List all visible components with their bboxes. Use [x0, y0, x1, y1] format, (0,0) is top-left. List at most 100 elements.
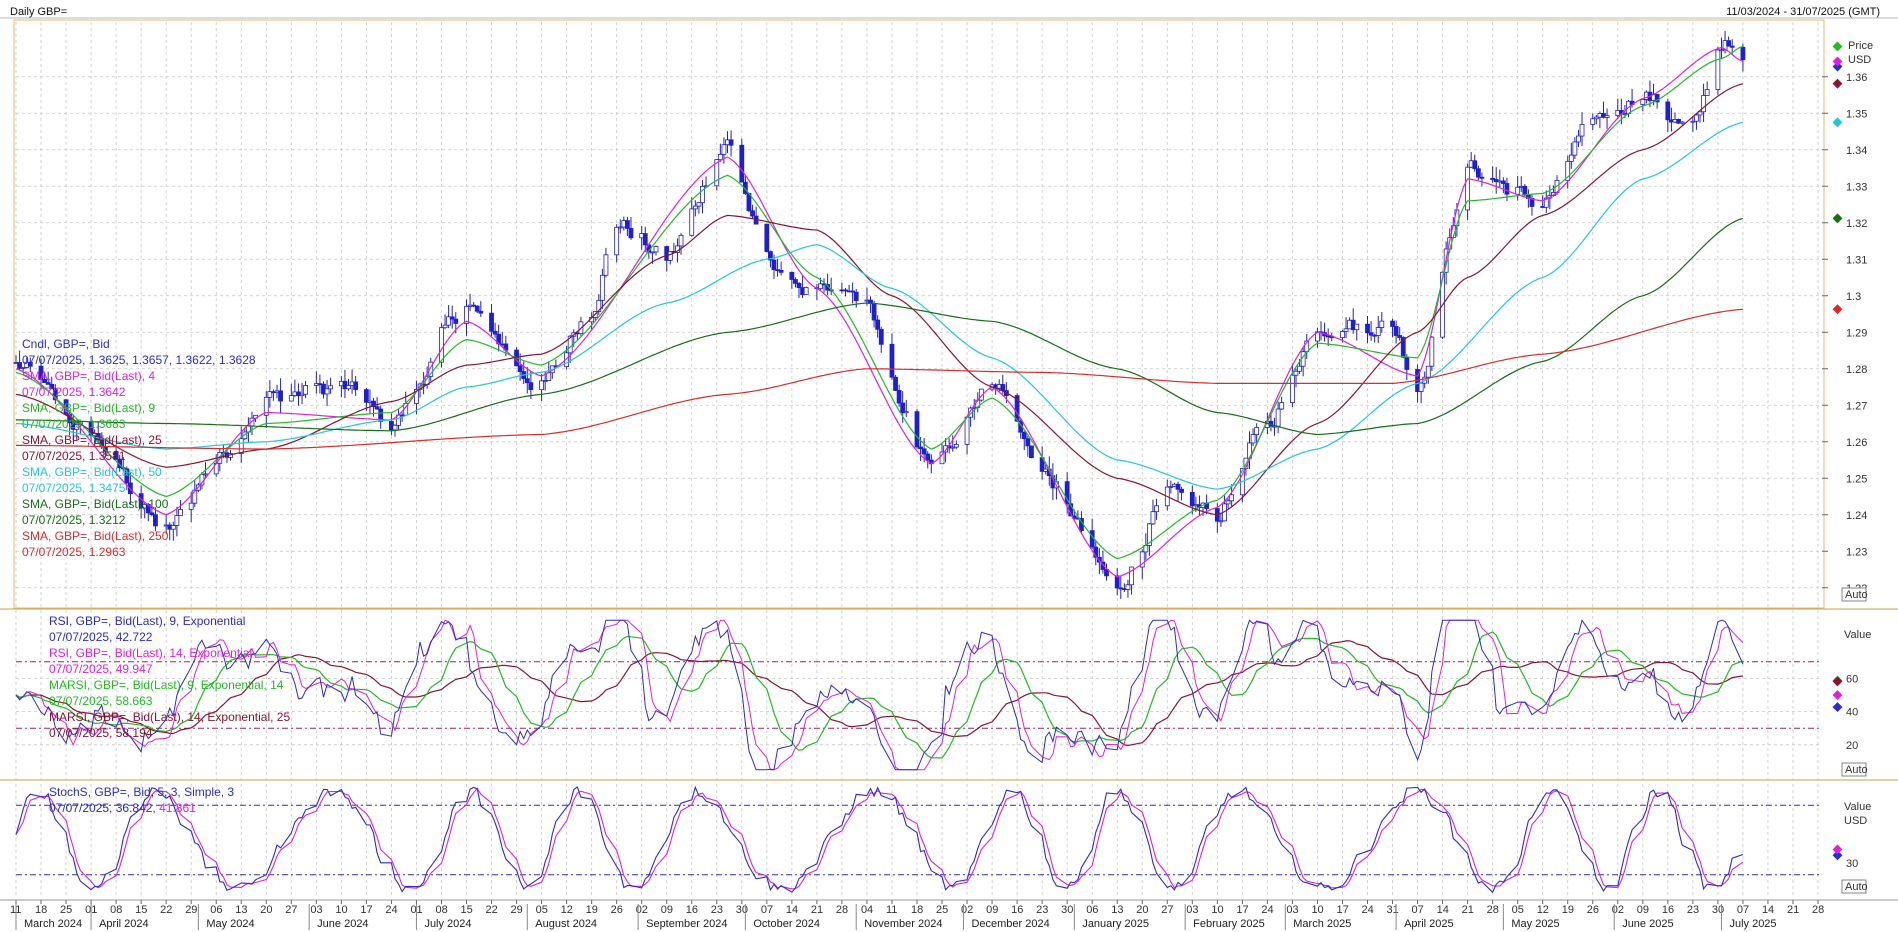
candle	[1218, 520, 1224, 523]
price-tick-label: 1.33	[1846, 181, 1867, 193]
day-tick-label: 24	[385, 904, 397, 916]
candle	[1179, 488, 1184, 493]
candle	[796, 283, 802, 289]
price-legend: Cndl, GBP=, Bid 07/07/2025, 1.3625, 1.365…	[22, 336, 256, 560]
day-tick-label: 23	[711, 904, 723, 916]
candle	[1490, 177, 1496, 180]
candle	[1576, 135, 1581, 143]
candle	[1029, 445, 1034, 459]
last-value-marker	[1832, 213, 1843, 224]
legend-series-name: SMA, GBP=, Bid(Last), 4	[22, 369, 156, 383]
day-tick-label: 21	[811, 904, 823, 916]
candle	[1504, 183, 1510, 195]
day-tick-label: 28	[836, 904, 848, 916]
day-tick-label: 30	[1712, 904, 1724, 916]
candle	[1150, 511, 1156, 525]
candle	[1100, 561, 1106, 570]
day-tick-label: 19	[586, 904, 598, 916]
candle	[170, 525, 176, 530]
price-tick-label: 1.25	[1846, 473, 1867, 485]
last-value-marker	[1832, 117, 1843, 128]
rsi-legend: RSI, GBP=, Bid(Last), 9, Exponential 07/0…	[49, 613, 290, 741]
auto-scale-box	[1841, 587, 1867, 602]
candle	[392, 424, 398, 431]
date-range: 11/03/2024 - 31/07/2025 (GMT)	[1726, 6, 1880, 18]
candle	[303, 385, 309, 395]
candle	[342, 380, 348, 390]
candle	[614, 226, 620, 256]
stoch-d-value: 41.861	[159, 801, 196, 815]
candle	[1515, 186, 1521, 195]
candle	[1290, 374, 1295, 404]
candle	[950, 446, 956, 449]
candle	[628, 228, 634, 239]
candle	[739, 144, 745, 183]
day-tick-label: 13	[1111, 904, 1123, 916]
candle	[653, 246, 659, 253]
candle	[1125, 584, 1131, 590]
day-tick-label: 29	[511, 904, 523, 916]
day-tick-label: 10	[335, 904, 347, 916]
stoch-k-value: 07/07/2025, 36.842,	[49, 801, 160, 815]
day-tick-label: 21	[1462, 904, 1474, 916]
candle	[492, 330, 498, 335]
sma-line-sma-9	[15, 45, 1744, 560]
day-tick-label: 02	[961, 904, 973, 916]
candle	[1379, 320, 1385, 328]
day-tick-label: 17	[360, 904, 372, 916]
candle	[878, 328, 884, 345]
candle	[1475, 168, 1481, 178]
rsi-tick-label: 40	[1846, 707, 1858, 719]
day-tick-label: 07	[1737, 904, 1749, 916]
candle	[914, 411, 920, 448]
auto-scale-label: Auto	[1845, 764, 1868, 776]
price-panel[interactable]	[13, 31, 1746, 599]
candle	[363, 389, 369, 403]
legend-series-name: MARSI, GBP=, Bid(Last), 14, Exponential,…	[49, 710, 291, 724]
month-label: November 2024	[864, 918, 942, 930]
sma-line-sma-50	[15, 121, 1744, 490]
candle	[471, 304, 477, 307]
price-tick-label: 1.34	[1846, 145, 1867, 157]
stoch-panel[interactable]	[15, 785, 1744, 894]
candle	[843, 289, 848, 292]
legend-series-value: 07/07/2025, 1.3683	[22, 417, 126, 431]
candle	[871, 303, 877, 321]
month-label: July 2024	[424, 918, 471, 930]
candle	[853, 291, 859, 301]
day-tick-label: 03	[1286, 904, 1298, 916]
legend-series-name: SMA, GBP=, Bid(Last), 100	[22, 497, 169, 511]
stoch-tick-label: 30	[1846, 858, 1858, 870]
candle	[38, 365, 44, 380]
day-tick-label: 19	[1562, 904, 1574, 916]
rsi-panel[interactable]	[15, 619, 1744, 771]
candle	[1139, 551, 1145, 568]
candle	[1297, 365, 1302, 372]
legend-series-value: 07/07/2025, 1.3475	[22, 481, 126, 495]
candle	[1293, 370, 1299, 376]
candle	[1690, 120, 1696, 123]
candle	[74, 424, 80, 430]
candle	[750, 210, 755, 217]
candle	[1275, 408, 1281, 427]
month-label: August 2024	[535, 918, 597, 930]
candle	[288, 395, 294, 402]
day-tick-label: 30	[1061, 904, 1073, 916]
auto-scale-label: Auto	[1845, 589, 1868, 601]
candle	[921, 448, 927, 455]
candle	[678, 234, 684, 247]
candle	[1368, 332, 1374, 336]
sma-line-sma-4	[15, 46, 1744, 578]
candle	[1665, 101, 1671, 121]
candle	[1640, 99, 1646, 105]
candle	[953, 443, 959, 448]
candle	[1000, 384, 1006, 392]
candle	[599, 274, 605, 301]
last-value-marker	[1832, 850, 1843, 861]
candle	[1114, 575, 1120, 589]
candle	[964, 416, 970, 445]
day-tick-label: 21	[1787, 904, 1799, 916]
day-tick-label: 17	[1336, 904, 1348, 916]
candle	[850, 290, 856, 293]
candle	[700, 185, 705, 204]
